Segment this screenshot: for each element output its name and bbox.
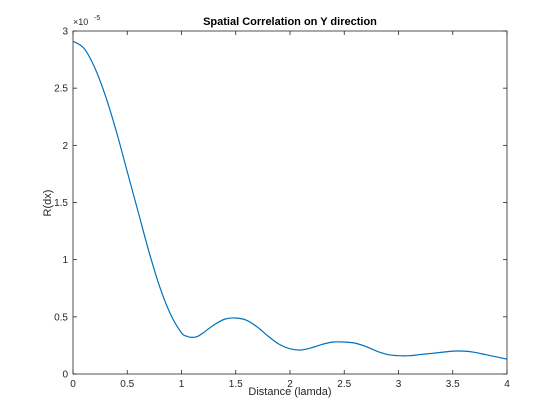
y-tick-label: 2.5 [54,84,68,95]
x-tick-label: 0 [70,379,76,390]
y-tick-label: 2 [62,141,68,152]
y-tick-label: 1.5 [54,198,68,209]
x-tick-label: 0.5 [120,379,134,390]
y-tick-label: 3 [62,27,68,38]
y-tick-labels: 0 0.5 1 1.5 2 2.5 3 [54,27,68,381]
x-tick-labels: 0 0.5 1 1.5 2 2.5 3 3.5 4 [70,379,510,390]
plot-area [72,30,508,375]
x-axis-label: Distance (lamda) [248,386,331,398]
y-axis-label: R(dx) [42,190,54,217]
y-tick-label: 0.5 [54,312,68,323]
axis-ticks [72,30,508,375]
y-tick-label: 1 [62,255,68,266]
y-exponent-base: ×10 [73,17,88,27]
series-line-0 [72,40,508,360]
x-tick-label: 3 [396,379,402,390]
x-tick-label: 2 [287,379,293,390]
x-tick-label: 4 [504,379,510,390]
y-tick-label: 0 [62,370,68,381]
y-exponent-power: -5 [94,15,100,22]
series-layer [72,40,508,360]
x-tick-label: 1.5 [229,379,243,390]
x-tick-label: 3.5 [446,379,460,390]
chart-title: Spatial Correlation on Y direction [203,16,377,28]
x-tick-label: 1 [179,379,185,390]
x-tick-label: 2.5 [337,379,351,390]
